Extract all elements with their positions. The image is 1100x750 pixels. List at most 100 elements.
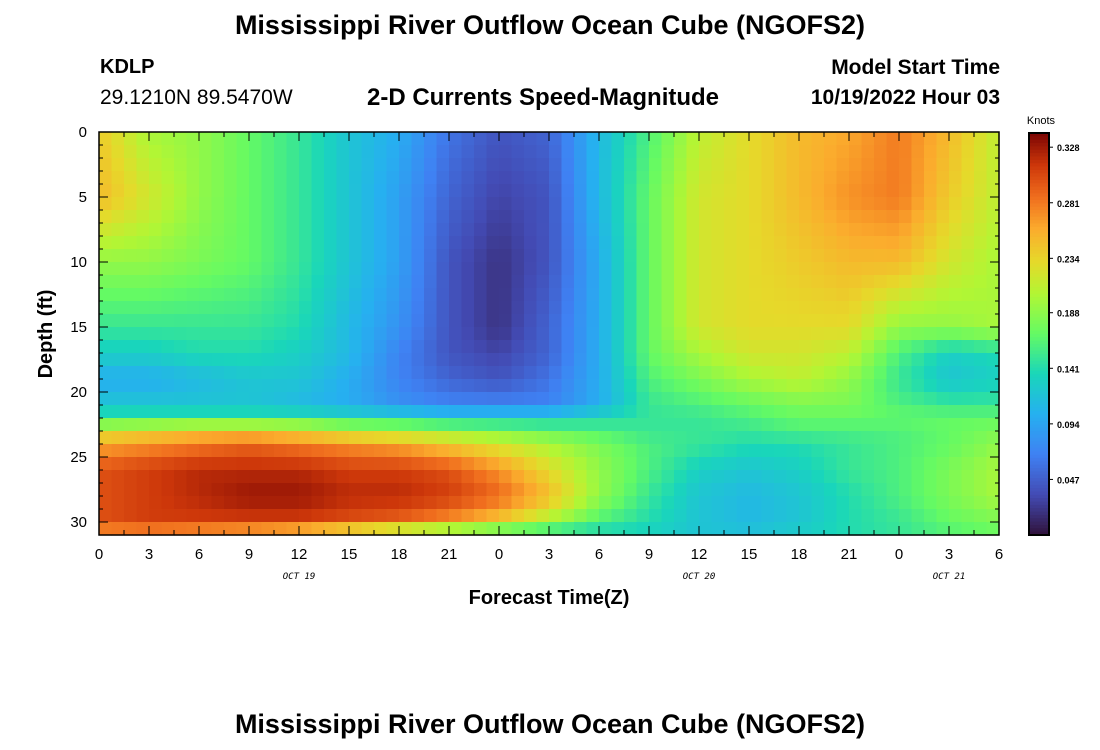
heatmap-cell bbox=[986, 418, 1000, 432]
heatmap-cell bbox=[399, 353, 413, 367]
heatmap-cell bbox=[661, 236, 675, 250]
heatmap-cell bbox=[311, 301, 325, 315]
heatmap-cell bbox=[711, 327, 725, 341]
heatmap-cell bbox=[174, 353, 188, 367]
heatmap-cell bbox=[749, 418, 763, 432]
heatmap-cell bbox=[936, 509, 950, 523]
colorbar-tick-label: 0.141 bbox=[1057, 364, 1080, 374]
heatmap-cell bbox=[811, 457, 825, 471]
heatmap-cell bbox=[674, 171, 688, 185]
colorbar-step bbox=[1029, 287, 1049, 292]
heatmap-cell bbox=[724, 262, 738, 276]
heatmap-cell bbox=[649, 366, 663, 380]
heatmap-cell bbox=[461, 444, 475, 458]
heatmap-cell bbox=[786, 509, 800, 523]
heatmap-cell bbox=[686, 145, 700, 159]
heatmap-cell bbox=[749, 353, 763, 367]
heatmap-cell bbox=[936, 236, 950, 250]
heatmap-cell bbox=[236, 288, 250, 302]
heatmap-cell bbox=[574, 496, 588, 510]
heatmap-cell bbox=[711, 431, 725, 445]
heatmap-cell bbox=[986, 314, 1000, 328]
x-tick-label: 0 bbox=[895, 546, 903, 563]
heatmap-cell bbox=[124, 301, 138, 315]
heatmap-cell bbox=[161, 301, 175, 315]
heatmap-cell bbox=[499, 496, 513, 510]
heatmap-cell bbox=[349, 223, 363, 237]
heatmap-cell bbox=[949, 353, 963, 367]
heatmap-cell bbox=[761, 457, 775, 471]
heatmap-cell bbox=[99, 470, 113, 484]
heatmap-cell bbox=[536, 314, 550, 328]
heatmap-cell bbox=[974, 405, 988, 419]
heatmap-cell bbox=[536, 444, 550, 458]
heatmap-cell bbox=[99, 392, 113, 406]
heatmap-cell bbox=[274, 457, 288, 471]
heatmap-cell bbox=[699, 431, 713, 445]
colorbar-step bbox=[1029, 501, 1049, 506]
heatmap-cell bbox=[711, 249, 725, 263]
heatmap-cell bbox=[224, 405, 238, 419]
heatmap-cell bbox=[711, 145, 725, 159]
heatmap-cell bbox=[461, 197, 475, 211]
heatmap-cell bbox=[111, 314, 125, 328]
heatmap-cell bbox=[286, 457, 300, 471]
heatmap-cell bbox=[324, 158, 338, 172]
heatmap-cell bbox=[424, 405, 438, 419]
heatmap-cell bbox=[836, 171, 850, 185]
heatmap-cell bbox=[399, 496, 413, 510]
heatmap-cell bbox=[186, 392, 200, 406]
heatmap-cell bbox=[899, 353, 913, 367]
colorbar-step bbox=[1029, 203, 1049, 208]
heatmap-cell bbox=[524, 327, 538, 341]
heatmap-cell bbox=[936, 431, 950, 445]
x-tick-label: 0 bbox=[95, 546, 103, 563]
heatmap-cell bbox=[136, 249, 150, 263]
heatmap-cell bbox=[861, 444, 875, 458]
heatmap-cell bbox=[199, 405, 213, 419]
heatmap-cell bbox=[374, 158, 388, 172]
heatmap-cell bbox=[724, 405, 738, 419]
heatmap-cell bbox=[736, 405, 750, 419]
heatmap-cell bbox=[249, 457, 263, 471]
heatmap-cell bbox=[824, 275, 838, 289]
heatmap-cell bbox=[99, 457, 113, 471]
heatmap-cell bbox=[286, 522, 300, 536]
heatmap-cell bbox=[749, 405, 763, 419]
heatmap-cell bbox=[836, 444, 850, 458]
heatmap-cell bbox=[111, 262, 125, 276]
heatmap-cell bbox=[699, 275, 713, 289]
heatmap-cell bbox=[124, 249, 138, 263]
heatmap-cell bbox=[149, 405, 163, 419]
heatmap-cell bbox=[261, 327, 275, 341]
heatmap-cell bbox=[374, 444, 388, 458]
heatmap-cell bbox=[399, 431, 413, 445]
heatmap-cell bbox=[461, 262, 475, 276]
heatmap-cell bbox=[599, 418, 613, 432]
heatmap-cell bbox=[499, 145, 513, 159]
colorbar-step bbox=[1029, 313, 1049, 318]
heatmap-cell bbox=[761, 444, 775, 458]
heatmap-cell bbox=[324, 249, 338, 263]
heatmap-cell bbox=[286, 171, 300, 185]
heatmap-cell bbox=[374, 470, 388, 484]
heatmap-cell bbox=[936, 470, 950, 484]
heatmap-cell bbox=[186, 275, 200, 289]
heatmap-cell bbox=[161, 314, 175, 328]
heatmap-cell bbox=[449, 457, 463, 471]
heatmap-cell bbox=[874, 249, 888, 263]
heatmap-cell bbox=[236, 184, 250, 198]
heatmap-cell bbox=[961, 340, 975, 354]
colorbar-step bbox=[1029, 504, 1049, 509]
heatmap-cell bbox=[724, 132, 738, 146]
heatmap-cell bbox=[336, 431, 350, 445]
heatmap-cell bbox=[974, 301, 988, 315]
heatmap-cell bbox=[736, 171, 750, 185]
heatmap-cell bbox=[549, 366, 563, 380]
heatmap-cell bbox=[436, 197, 450, 211]
heatmap-cell bbox=[586, 392, 600, 406]
heatmap-cell bbox=[436, 392, 450, 406]
heatmap-cell bbox=[124, 145, 138, 159]
heatmap-cell bbox=[874, 483, 888, 497]
heatmap-cell bbox=[349, 210, 363, 224]
